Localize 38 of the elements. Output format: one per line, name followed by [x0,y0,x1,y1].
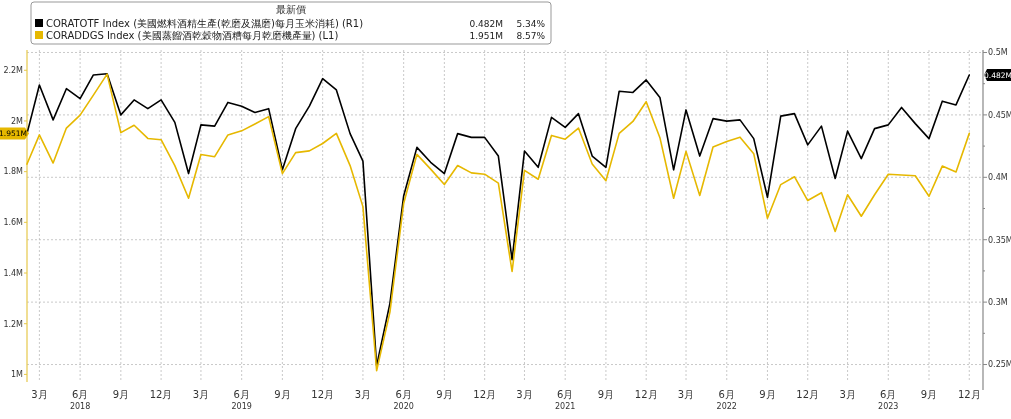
y-tick-label: 1.4M [3,268,24,278]
text: 0.482M [469,19,503,29]
y2-tick-label: 0.3M [988,297,1008,307]
y2-tick-label: 0.25M [988,360,1011,370]
x-tick-label: 12月 [311,389,335,400]
legend-label: CORADDGS Index (美國蒸餾酒乾穀物酒糟每月乾磨機產量) (L1) [46,30,339,41]
x-tick-label: 3月 [839,389,856,400]
y-tick-label: 1.2M [3,319,24,329]
x-tick-label: 3月 [516,389,533,400]
x-tick-label: 3月 [677,389,695,400]
y2-tick-label: 0.4M [988,173,1008,183]
y2-tick-label: 0.35M [988,235,1011,245]
x-tick-label: 12月 [957,389,981,400]
x-tick-label: 9月 [274,389,291,400]
x-tick-label: 9月 [112,389,130,400]
x-tick-label: 9月 [920,389,938,400]
y-tick-label: 1.6M [3,218,24,228]
text: 1.951M [469,31,503,41]
legend-label: CORATOTF Index (美國燃料酒精生產(乾磨及濕磨)每月玉米消耗) (R1) [46,18,364,29]
legend-title: 最新價 [276,4,306,15]
x-tick-label: 12月 [796,389,820,400]
text: 8.57% [516,31,546,41]
y-tick-label: 1M [11,370,24,380]
x-tick-label: 9月 [436,389,453,400]
x-tick-label: 9月 [759,389,776,400]
x-tick-label: 12月 [473,389,497,400]
y-tick-label: 2M [11,116,24,126]
x-tick-label: 12月 [634,389,658,400]
y2-tick-label: 0.45M [988,110,1011,120]
x-tick-label: 3月 [31,389,48,400]
y2-tick-label: 0.5M [988,48,1008,58]
text: 5.34% [516,19,546,29]
y-tick-label: 2.2M [3,66,24,76]
x-tick-label: 9月 [597,389,615,400]
x-tick-label: 3月 [354,389,372,400]
y-tick-label: 1.8M [3,167,24,177]
x-tick-label: 12月 [149,389,173,400]
x-tick-label: 3月 [192,389,210,400]
